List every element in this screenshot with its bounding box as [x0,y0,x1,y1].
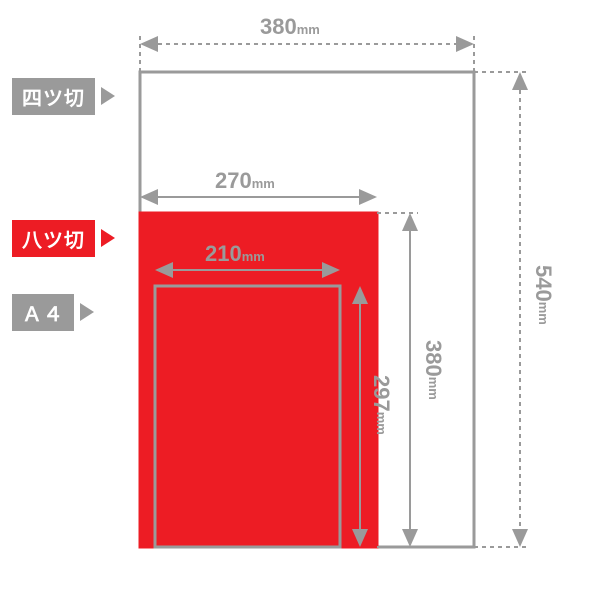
dim-w270: 270mm [215,168,275,194]
dim-w380: 380mm [260,14,320,40]
dim-h297: 297mm [368,375,394,435]
dim-h297-num: 297 [369,375,394,412]
label-yotsugiri-text: 四ツ切 [12,78,95,115]
arrow-right-icon [101,229,115,247]
dim-h540: 540mm [530,265,556,325]
arrow-right-icon [101,87,115,105]
label-a4-text: Ａ４ [12,294,74,331]
dim-w210: 210mm [205,241,265,267]
dim-h380-num: 380 [421,340,446,377]
dim-w380-unit: mm [297,22,320,37]
dim-h540-unit: mm [536,302,551,325]
label-yatsugiri: 八ツ切 [12,222,115,254]
dim-w380-num: 380 [260,14,297,39]
dim-h540-num: 540 [531,265,556,302]
dim-w270-num: 270 [215,168,252,193]
dim-h380: 380mm [420,340,446,400]
label-yatsugiri-text: 八ツ切 [12,220,95,257]
dim-w270-unit: mm [252,176,275,191]
diagram-stage: 380mm 540mm 270mm 380mm 210mm 297mm 四ツ切 … [0,0,600,600]
dim-h380-unit: mm [426,377,441,400]
dim-h297-unit: mm [374,412,389,435]
label-yotsugiri: 四ツ切 [12,80,115,112]
dim-w210-unit: mm [242,249,265,264]
label-a4: Ａ４ [12,296,94,328]
dim-w210-num: 210 [205,241,242,266]
arrow-right-icon [80,303,94,321]
